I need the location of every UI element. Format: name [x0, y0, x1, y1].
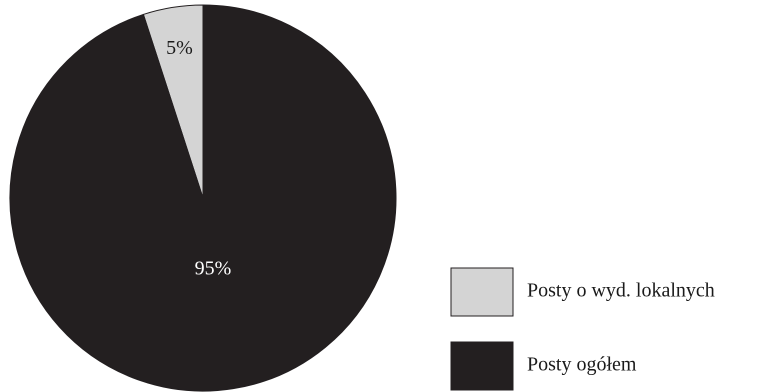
legend: Posty o wyd. lokalnych Posty ogółem — [450, 267, 715, 391]
legend-swatch-posty-ogolem — [450, 341, 514, 391]
pie-slice-posty-ogolem — [9, 4, 397, 392]
slice-value-label-posty-o-wyd-lokalnych: 5% — [166, 37, 193, 59]
legend-swatch-posty-o-wyd-lokalnych — [450, 267, 514, 317]
slice-labels: 5% 95% — [166, 37, 231, 280]
pie-slices — [9, 4, 397, 392]
slice-value-label-posty-ogolem: 95% — [195, 258, 232, 280]
legend-label-posty-o-wyd-lokalnych: Posty o wyd. lokalnych — [527, 280, 715, 302]
legend-label-posty-ogolem: Posty ogółem — [527, 354, 637, 376]
